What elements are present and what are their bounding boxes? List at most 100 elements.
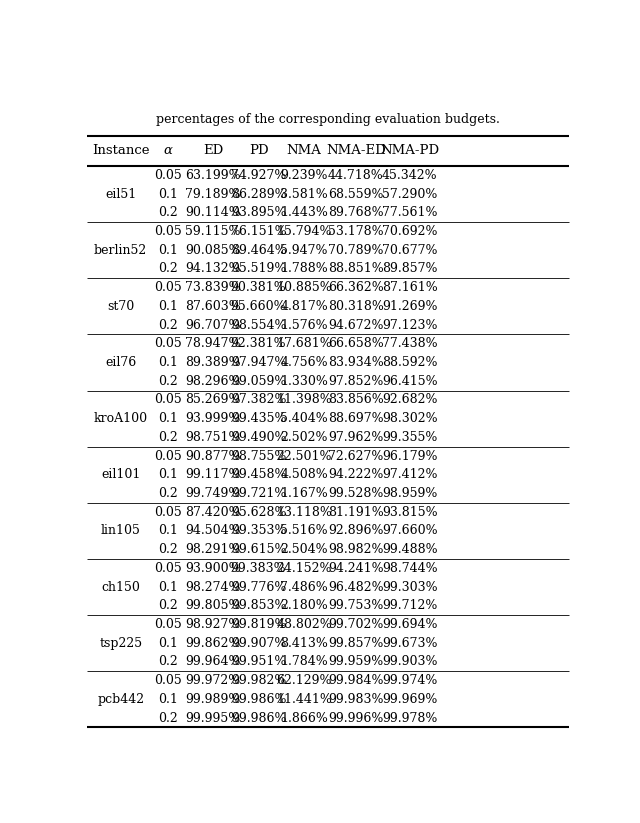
Text: 99.383%: 99.383% [231, 562, 286, 574]
Text: ch150: ch150 [101, 580, 140, 593]
Text: 99.749%: 99.749% [185, 487, 241, 500]
Text: 93.900%: 93.900% [185, 562, 241, 574]
Text: 98.982%: 98.982% [328, 543, 383, 556]
Text: 1.443%: 1.443% [280, 207, 328, 219]
Text: 1.866%: 1.866% [280, 712, 328, 724]
Text: 94.504%: 94.504% [185, 524, 241, 537]
Text: eil101: eil101 [101, 468, 140, 481]
Text: 99.959%: 99.959% [328, 655, 383, 668]
Text: 44.718%: 44.718% [328, 169, 383, 182]
Text: 98.291%: 98.291% [185, 543, 241, 556]
Text: Instance: Instance [92, 144, 149, 157]
Text: 97.123%: 97.123% [382, 319, 438, 332]
Text: 99.059%: 99.059% [231, 374, 286, 388]
Text: 93.999%: 93.999% [185, 412, 241, 425]
Text: 99.490%: 99.490% [231, 430, 286, 444]
Text: 0.05: 0.05 [154, 169, 182, 182]
Text: 94.132%: 94.132% [185, 263, 241, 276]
Text: 99.353%: 99.353% [231, 524, 286, 537]
Text: 2.180%: 2.180% [280, 599, 328, 612]
Text: 0.1: 0.1 [158, 244, 178, 257]
Text: 62.129%: 62.129% [276, 674, 332, 687]
Text: 0.2: 0.2 [159, 543, 178, 556]
Text: 99.857%: 99.857% [328, 637, 383, 649]
Text: eil51: eil51 [105, 188, 136, 201]
Text: 45.342%: 45.342% [382, 169, 438, 182]
Text: 99.776%: 99.776% [231, 580, 286, 593]
Text: 0.05: 0.05 [154, 449, 182, 463]
Text: 99.982%: 99.982% [231, 674, 286, 687]
Text: 0.05: 0.05 [154, 337, 182, 351]
Text: α: α [164, 144, 173, 157]
Text: 0.2: 0.2 [159, 599, 178, 612]
Text: 4.817%: 4.817% [280, 300, 328, 313]
Text: 97.660%: 97.660% [382, 524, 438, 537]
Text: 73.839%: 73.839% [185, 281, 241, 294]
Text: 99.986%: 99.986% [231, 712, 286, 724]
Text: 91.269%: 91.269% [382, 300, 438, 313]
Text: 83.934%: 83.934% [328, 356, 383, 369]
Text: 94.672%: 94.672% [328, 319, 383, 332]
Text: 77.438%: 77.438% [382, 337, 438, 351]
Text: 97.852%: 97.852% [328, 374, 383, 388]
Text: 99.355%: 99.355% [382, 430, 438, 444]
Text: 99.615%: 99.615% [231, 543, 286, 556]
Text: 99.903%: 99.903% [382, 655, 438, 668]
Text: 0.05: 0.05 [154, 505, 182, 518]
Text: 96.179%: 96.179% [382, 449, 438, 463]
Text: 99.805%: 99.805% [185, 599, 241, 612]
Text: 3.581%: 3.581% [280, 188, 328, 201]
Text: 99.702%: 99.702% [328, 618, 383, 631]
Text: 99.458%: 99.458% [231, 468, 286, 481]
Text: 89.389%: 89.389% [185, 356, 241, 369]
Text: 99.694%: 99.694% [382, 618, 438, 631]
Text: PD: PD [249, 144, 268, 157]
Text: 83.856%: 83.856% [328, 393, 383, 407]
Text: 59.115%: 59.115% [185, 225, 241, 238]
Text: 87.603%: 87.603% [185, 300, 241, 313]
Text: 92.682%: 92.682% [382, 393, 438, 407]
Text: 0.1: 0.1 [158, 356, 178, 369]
Text: 5.404%: 5.404% [280, 412, 328, 425]
Text: 57.290%: 57.290% [382, 188, 438, 201]
Text: 76.151%: 76.151% [231, 225, 286, 238]
Text: 2.504%: 2.504% [280, 543, 328, 556]
Text: 88.851%: 88.851% [328, 263, 383, 276]
Text: 99.983%: 99.983% [328, 693, 383, 706]
Text: 99.996%: 99.996% [328, 712, 383, 724]
Text: pcb442: pcb442 [97, 693, 144, 706]
Text: 0.1: 0.1 [158, 693, 178, 706]
Text: 99.819%: 99.819% [231, 618, 286, 631]
Text: 95.519%: 95.519% [231, 263, 286, 276]
Text: 0.2: 0.2 [159, 374, 178, 388]
Text: 87.161%: 87.161% [382, 281, 438, 294]
Text: 0.1: 0.1 [158, 412, 178, 425]
Text: 92.896%: 92.896% [328, 524, 383, 537]
Text: 78.947%: 78.947% [185, 337, 241, 351]
Text: 53.178%: 53.178% [328, 225, 383, 238]
Text: 48.802%: 48.802% [276, 618, 332, 631]
Text: 99.907%: 99.907% [231, 637, 286, 649]
Text: 0.1: 0.1 [158, 468, 178, 481]
Text: 1.784%: 1.784% [280, 655, 328, 668]
Text: 99.984%: 99.984% [328, 674, 383, 687]
Text: 22.501%: 22.501% [276, 449, 332, 463]
Text: 97.962%: 97.962% [328, 430, 383, 444]
Text: 0.1: 0.1 [158, 188, 178, 201]
Text: NMA: NMA [287, 144, 322, 157]
Text: 0.05: 0.05 [154, 618, 182, 631]
Text: 70.692%: 70.692% [382, 225, 438, 238]
Text: berlin52: berlin52 [94, 244, 147, 257]
Text: kroA100: kroA100 [93, 412, 148, 425]
Text: 89.464%: 89.464% [230, 244, 287, 257]
Text: 0.2: 0.2 [159, 430, 178, 444]
Text: NMA-PD: NMA-PD [380, 144, 440, 157]
Text: 99.853%: 99.853% [231, 599, 286, 612]
Text: 68.559%: 68.559% [328, 188, 383, 201]
Text: 5.947%: 5.947% [280, 244, 328, 257]
Text: 11.441%: 11.441% [276, 693, 332, 706]
Text: eil76: eil76 [105, 356, 136, 369]
Text: 9.239%: 9.239% [280, 169, 328, 182]
Text: 0.2: 0.2 [159, 319, 178, 332]
Text: 1.788%: 1.788% [280, 263, 328, 276]
